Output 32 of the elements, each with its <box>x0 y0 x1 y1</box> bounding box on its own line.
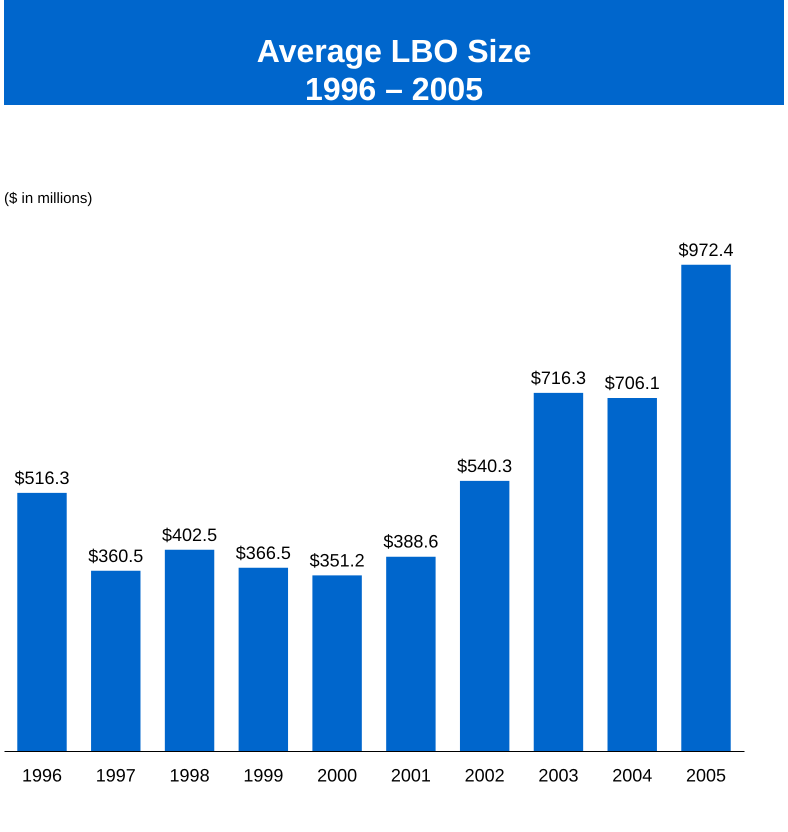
x-tick-label: 1997 <box>96 766 136 786</box>
bar <box>164 550 214 751</box>
data-label: $360.5 <box>88 546 144 566</box>
chart-subtitle: ($ in millions) <box>4 190 92 207</box>
x-tick-label: 2002 <box>464 766 505 786</box>
data-label: $351.2 <box>310 550 365 570</box>
data-label: $516.3 <box>14 468 70 488</box>
bar <box>312 575 362 751</box>
x-tick-label: 2000 <box>317 766 358 786</box>
bar <box>17 492 67 751</box>
bar <box>608 398 657 751</box>
data-label: $972.4 <box>678 240 734 260</box>
x-tick-label: 2005 <box>686 766 726 786</box>
x-tick-label: 1998 <box>170 766 210 786</box>
bar <box>91 570 140 751</box>
data-label: $716.3 <box>530 368 586 388</box>
data-label: $706.1 <box>604 372 660 393</box>
x-tick-label: 2001 <box>390 766 431 786</box>
bar <box>534 392 584 751</box>
bar <box>681 264 731 751</box>
x-tick-label: 1996 <box>22 766 62 786</box>
data-label: $402.5 <box>162 524 218 545</box>
data-label: $540.3 <box>457 456 512 476</box>
x-tick-label: 1999 <box>243 766 284 786</box>
data-label: $366.5 <box>236 542 291 563</box>
chart-title: Average LBO Size 1996 – 2005 <box>256 33 532 107</box>
x-tick-label: 2004 <box>612 766 652 786</box>
x-tick-label: 2003 <box>538 766 578 786</box>
bar <box>460 480 510 751</box>
bar <box>386 556 436 751</box>
data-label: $388.6 <box>383 532 438 552</box>
bar <box>238 568 288 751</box>
